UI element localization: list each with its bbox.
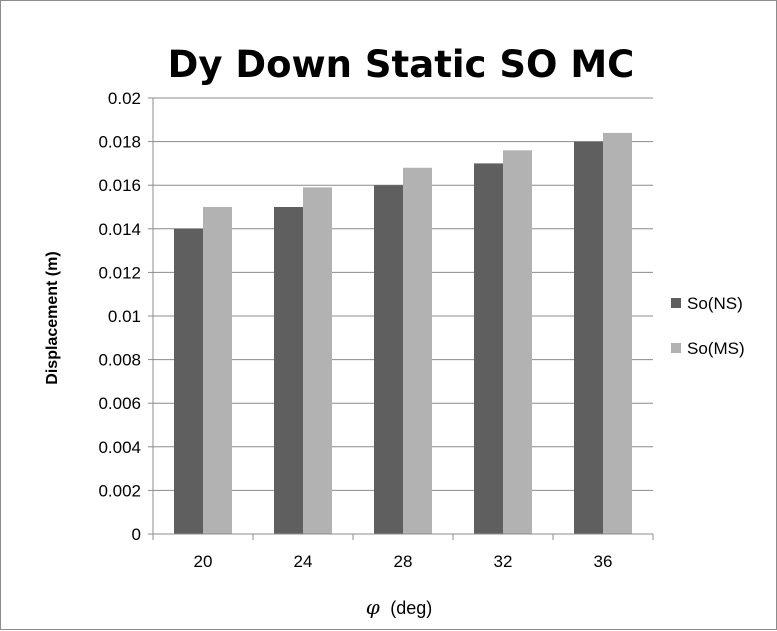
bar-so-ns-36: [574, 141, 603, 534]
y-axis-label: Displacement (m): [44, 251, 61, 384]
chart-title: Dy Down Static SO MC: [168, 43, 635, 86]
bar-so-ms-20: [203, 207, 232, 534]
y-tick-label: 0.016: [98, 176, 141, 195]
x-tick-label: 36: [594, 552, 613, 571]
y-tick-label: 0.01: [108, 307, 141, 326]
y-tick-label: 0.02: [108, 89, 141, 108]
y-tick-label: 0.014: [98, 220, 141, 239]
bar-so-ms-32: [503, 150, 532, 534]
axes: [152, 98, 654, 540]
x-tick-label: 32: [494, 552, 513, 571]
bar-so-ns-28: [374, 185, 403, 534]
x-tick-label: 20: [194, 552, 213, 571]
x-tick-labels: 20 24 28 32 36: [194, 552, 613, 571]
bar-so-ms-28: [403, 167, 432, 534]
y-tick-label: 0.018: [98, 133, 141, 152]
bar-so-ns-32: [474, 163, 503, 534]
x-tick-label: 24: [294, 552, 313, 571]
y-tick-label: 0.002: [98, 481, 141, 500]
y-tick-label: 0: [132, 525, 141, 544]
y-tick-label: 0.012: [98, 263, 141, 282]
legend-label: So(MS): [687, 339, 745, 358]
y-tick-label: 0.006: [98, 394, 141, 413]
bar-so-ns-24: [274, 207, 303, 534]
y-tick-label: 0.008: [98, 351, 141, 370]
y-tick-label: 0.004: [98, 438, 141, 457]
legend: So(NS) So(MS): [671, 294, 745, 358]
x-axis-label-symbol: φ: [366, 595, 380, 619]
x-axis-label-unit: (deg): [390, 598, 432, 618]
x-tick-label: 28: [394, 552, 413, 571]
bar-so-ms-24: [303, 187, 332, 534]
x-axis-label: φ (deg): [366, 595, 433, 619]
bar-so-ms-36: [603, 132, 632, 534]
legend-swatch: [671, 298, 681, 308]
legend-label: So(NS): [687, 294, 743, 313]
bar-so-ns-20: [174, 228, 203, 535]
legend-swatch: [671, 343, 681, 353]
y-tick-labels: 0 0.002 0.004 0.006 0.008 0.01 0.012 0.014 0.016…: [98, 89, 141, 544]
bars: [174, 132, 632, 535]
